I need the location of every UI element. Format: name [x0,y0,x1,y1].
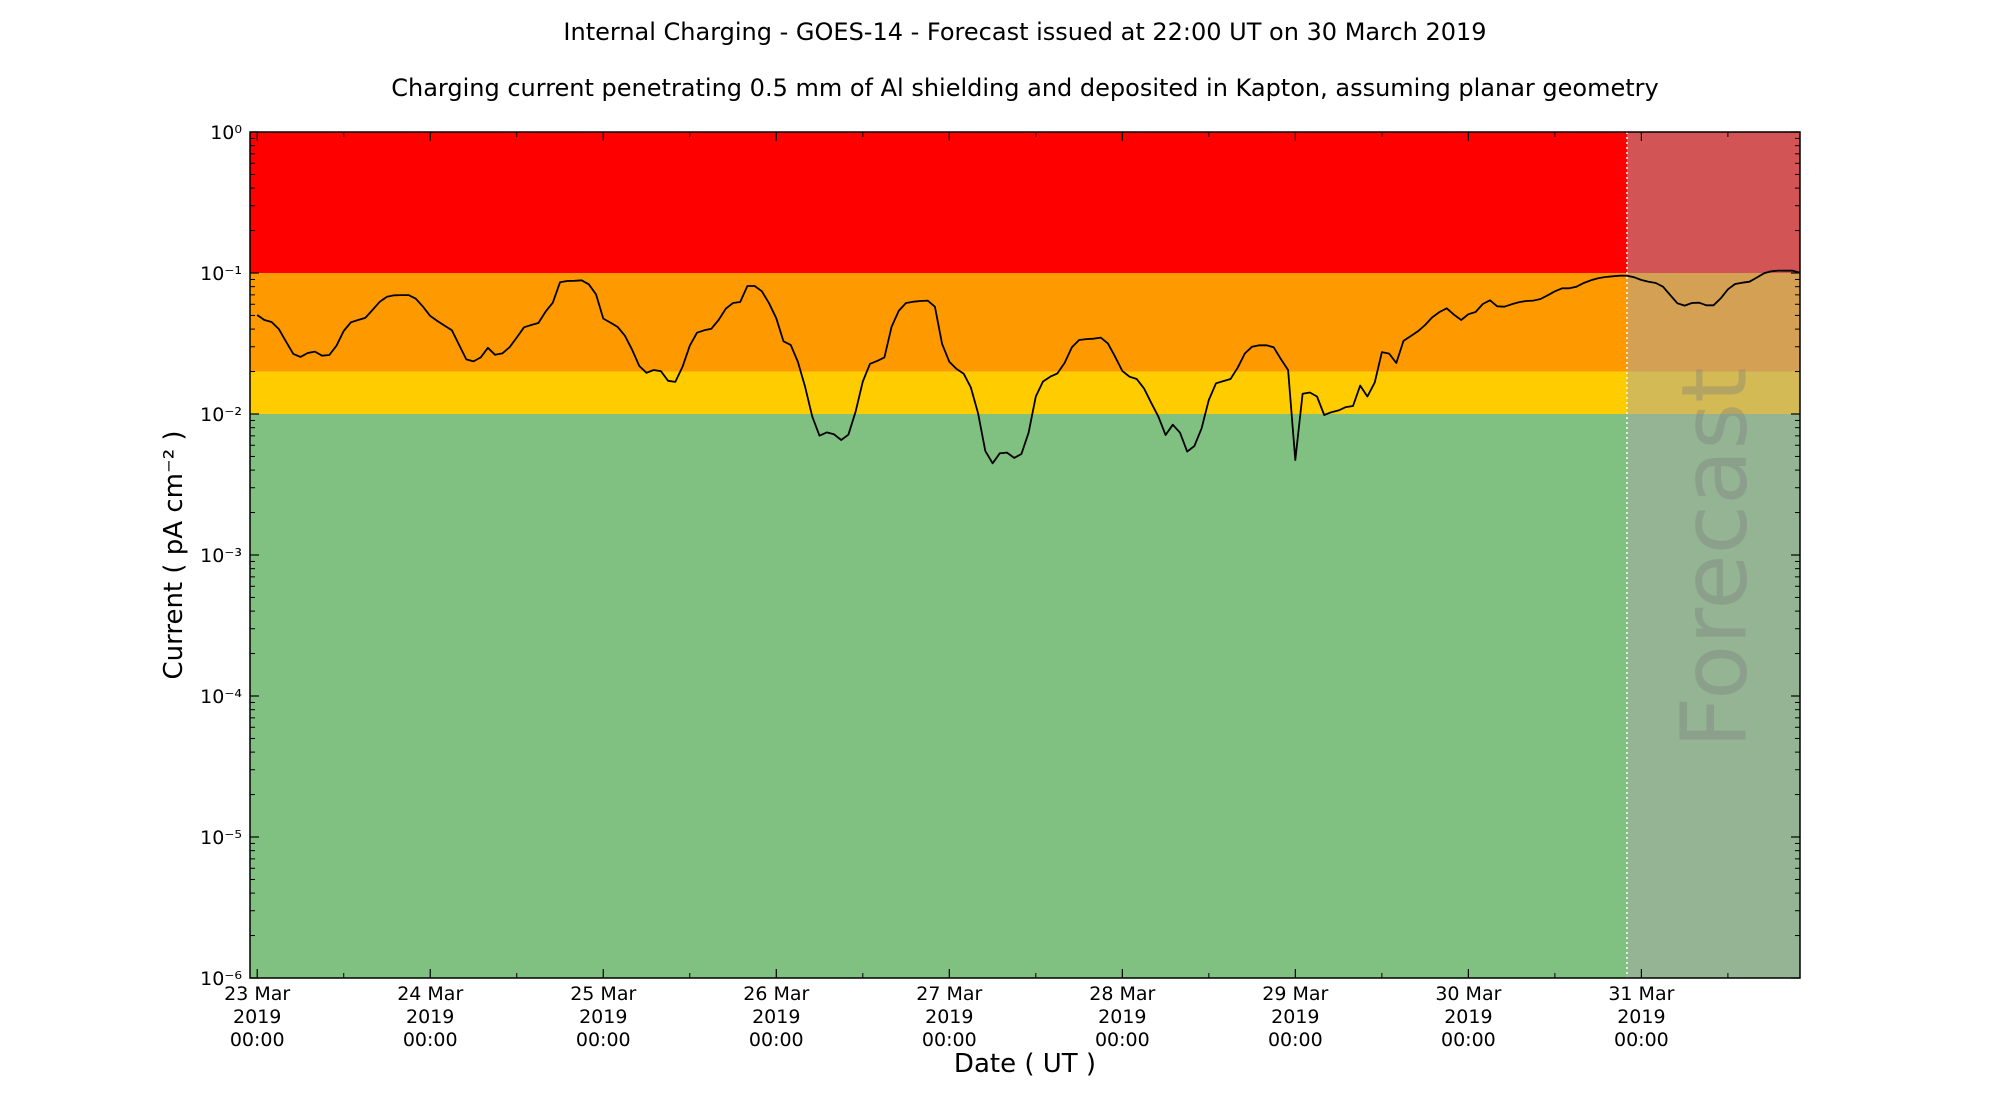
y-axis-label: Current ( pA cm⁻² ) [159,430,189,679]
x-tick-label: 00:00 [576,1029,631,1051]
y-tick-label: 10⁰ [210,122,242,144]
y-tick-label: 10⁻³ [200,545,242,567]
x-tick-label: 2019 [1444,1006,1492,1028]
chart-subtitle: Charging current penetrating 0.5 mm of A… [391,74,1659,102]
x-tick-label: 00:00 [749,1029,804,1051]
x-tick-label: 28 Mar [1089,983,1155,1005]
risk-band [250,414,1800,978]
x-tick-label: 2019 [925,1006,973,1028]
risk-bands [250,132,1800,978]
x-tick-label: 2019 [1271,1006,1319,1028]
y-tick-label: 10⁻⁶ [200,968,242,990]
y-tick-label: 10⁻¹ [200,263,242,285]
x-axis-label: Date ( UT ) [954,1049,1096,1079]
x-tick-label: 2019 [579,1006,627,1028]
risk-band [250,132,1800,273]
x-tick-label: 27 Mar [916,983,982,1005]
forecast-shade [1626,132,1800,978]
x-tick-label: 00:00 [1268,1029,1323,1051]
x-tick-label: 00:00 [403,1029,458,1051]
x-tick-label: 23 Mar [224,983,290,1005]
chart-title: Internal Charging - GOES-14 - Forecast i… [563,18,1486,46]
forecast-region [1626,132,1800,978]
x-tick-label: 00:00 [922,1029,977,1051]
x-tick-label: 24 Mar [397,983,463,1005]
x-tick-label: 26 Mar [743,983,809,1005]
x-tick-label: 2019 [233,1006,281,1028]
series-line [256,269,1801,465]
x-tick-label: 30 Mar [1435,983,1501,1005]
x-tick-label: 29 Mar [1262,983,1328,1005]
forecast-label: Forecast [1662,368,1767,749]
x-tick-label: 00:00 [1614,1029,1669,1051]
x-tick-label: 2019 [406,1006,454,1028]
x-tick-label: 25 Mar [570,983,636,1005]
x-tick-label: 00:00 [1095,1029,1150,1051]
risk-band [250,273,1800,372]
x-tick-label: 31 Mar [1608,983,1674,1005]
x-tick-label: 2019 [1617,1006,1665,1028]
x-tick-label: 00:00 [1441,1029,1496,1051]
y-tick-label: 10⁻⁵ [200,827,242,849]
x-tick-label: 00:00 [230,1029,285,1051]
y-tick-label: 10⁻⁴ [200,686,242,708]
y-tick-label: 10⁻² [200,404,242,426]
risk-band [250,371,1800,414]
current-series [256,269,1801,465]
x-tick-label: 2019 [752,1006,800,1028]
x-tick-label: 2019 [1098,1006,1146,1028]
